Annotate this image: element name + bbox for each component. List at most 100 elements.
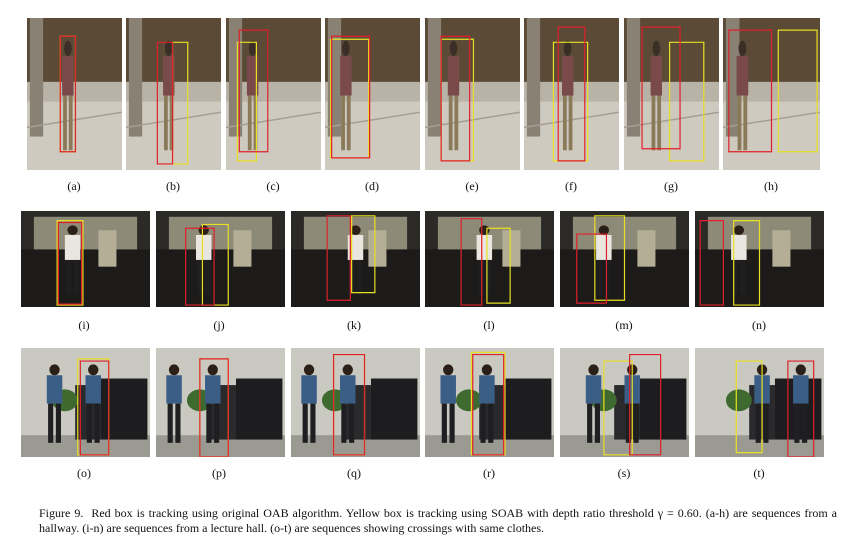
person-leg: [349, 403, 355, 443]
person-head: [563, 40, 572, 56]
oab-box: [80, 361, 108, 455]
frame-image: [524, 18, 619, 170]
oab-box: [700, 221, 723, 305]
person-leg: [73, 259, 80, 295]
oab-box: [186, 228, 214, 305]
seats: [156, 249, 285, 307]
panel-label: (m): [615, 318, 633, 332]
person-leg: [587, 403, 593, 443]
frame-g: [624, 18, 719, 170]
person-head: [598, 225, 610, 235]
person-torso: [585, 375, 602, 404]
soab-box: [57, 221, 83, 305]
oab-box: [157, 42, 172, 164]
person-torso: [46, 375, 63, 404]
frame-image: [425, 348, 554, 457]
soab-box: [595, 216, 625, 300]
plant: [455, 389, 482, 412]
panel-label: (t): [753, 466, 765, 480]
person-leg: [341, 95, 345, 151]
frame-image: [156, 211, 285, 307]
cabinet: [100, 378, 148, 440]
door: [233, 230, 252, 267]
frame-image: [425, 18, 520, 170]
person-head: [449, 40, 458, 56]
frame-image: [156, 348, 285, 457]
frame-image: [27, 18, 122, 170]
person-leg: [763, 403, 769, 443]
cabinet: [235, 378, 283, 440]
person-head: [198, 225, 209, 235]
person-leg: [441, 403, 447, 443]
oab-box: [630, 355, 661, 455]
soab-box: [237, 42, 256, 161]
person-leg: [485, 259, 491, 295]
panel-label: (n): [752, 318, 766, 332]
panel-label: (p): [212, 466, 226, 480]
person-leg: [205, 259, 211, 295]
person-leg: [164, 95, 168, 151]
oab-box: [558, 27, 585, 161]
soab-box: [604, 361, 632, 455]
person-torso: [447, 56, 460, 96]
frame-image: [226, 18, 321, 170]
column: [228, 18, 243, 137]
person-leg: [247, 95, 252, 151]
frame-a: [27, 18, 122, 170]
column: [128, 18, 143, 137]
seats: [21, 249, 150, 307]
frame-image: [21, 211, 150, 307]
panel-label: (r): [483, 466, 495, 480]
person-torso: [596, 235, 612, 260]
person-torso: [62, 56, 74, 96]
person-torso: [650, 56, 662, 96]
soab-box: [670, 42, 704, 161]
person-head: [342, 40, 350, 56]
person-head: [88, 364, 99, 376]
oab-box: [332, 36, 370, 158]
panel-label: (b): [166, 179, 180, 193]
person-torso: [205, 375, 221, 404]
soab-box: [736, 361, 762, 453]
person-torso: [340, 375, 356, 404]
frame-image: [325, 18, 420, 170]
frame-image: [425, 211, 554, 307]
person-torso: [736, 56, 749, 96]
panel-label: (q): [347, 466, 361, 480]
person-leg: [625, 403, 631, 443]
floor: [695, 435, 824, 457]
person-head: [207, 364, 218, 376]
person-leg: [48, 403, 54, 443]
person-head: [795, 364, 806, 376]
oab-box: [200, 359, 228, 457]
column: [526, 18, 541, 137]
person-leg: [310, 403, 316, 443]
person-leg: [175, 403, 181, 443]
panel-label: (c): [266, 179, 280, 193]
panel-label: (s): [617, 466, 631, 480]
person-leg: [743, 95, 748, 151]
person-leg: [737, 95, 742, 151]
cabinet: [639, 378, 687, 440]
person-leg: [55, 403, 61, 443]
person-leg: [480, 403, 486, 443]
frame-p: [156, 348, 285, 457]
frame-image: [21, 348, 150, 457]
person-head: [738, 40, 747, 56]
person-head: [303, 364, 315, 376]
oab-box: [441, 36, 470, 161]
panel-label: (e): [465, 179, 479, 193]
frame-d: [325, 18, 420, 170]
frame-i: [21, 211, 150, 307]
frame-image: [560, 211, 689, 307]
frame-m: [560, 211, 689, 307]
panel-label: (k): [347, 318, 361, 332]
frame-q: [291, 348, 420, 457]
person-torso: [793, 375, 809, 404]
person-leg: [86, 403, 92, 443]
person-leg: [454, 95, 459, 151]
person-leg: [597, 259, 603, 295]
oab-box: [334, 355, 365, 455]
caption-text: Red box is tracking using original OAB a…: [39, 506, 837, 535]
soab-box: [778, 30, 817, 152]
